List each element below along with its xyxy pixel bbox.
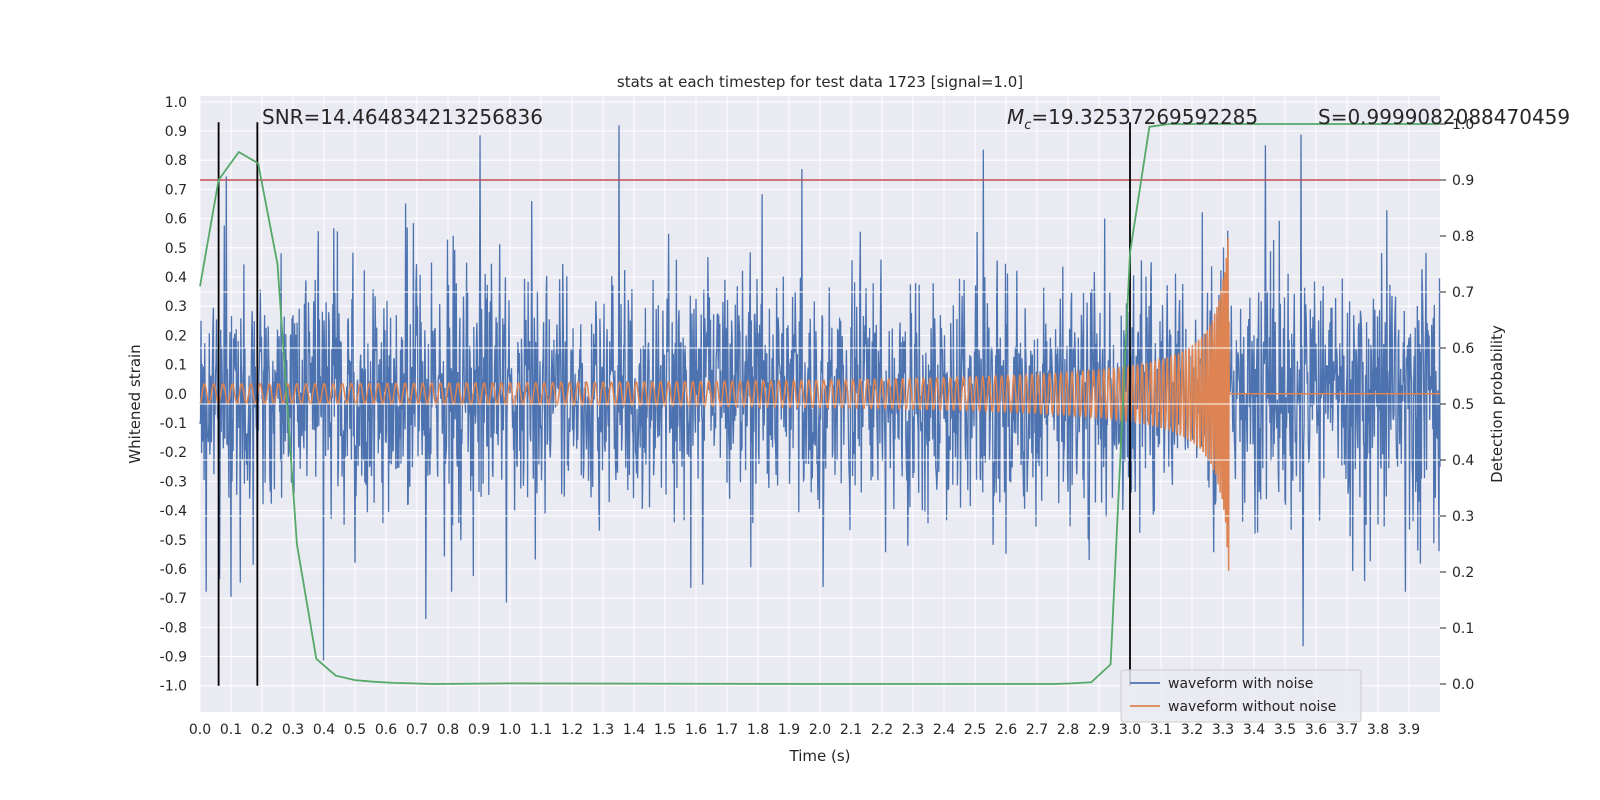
x-tick-label: 0.8: [437, 722, 459, 738]
x-tick-label: 0.6: [375, 722, 397, 738]
y-tick-label-left: 0.9: [165, 124, 187, 140]
y-tick-label-left: -0.5: [160, 533, 187, 549]
y-tick-label-right: 0.3: [1452, 509, 1474, 525]
x-tick-label: 2.3: [902, 722, 924, 738]
series-line-waveform-without-noise: [199, 237, 1440, 571]
x-axis-label: Time (s): [789, 747, 851, 765]
y-tick-label-left: -0.1: [160, 416, 187, 432]
y-tick-label-right: 1.0: [1452, 117, 1474, 133]
y-tick-label-left: 0.5: [165, 241, 187, 257]
y-tick-label-left: -0.3: [160, 474, 187, 490]
x-tick-label: 1.7: [716, 722, 738, 738]
x-tick-label: 0.9: [468, 722, 490, 738]
x-tick-label: 0.3: [282, 722, 304, 738]
x-tick-label: 0.7: [406, 722, 428, 738]
axis-ticks: 0.0 0.1 0.2 0.3 0.4 0.5 0.6 0.7 0.8 0.9 1.0 1.1 1.2 1…: [160, 95, 1475, 738]
y-tick-label-left: 0.6: [165, 212, 187, 228]
y-tick-label-right: 0.5: [1452, 397, 1474, 413]
y-tick-label-right: 0.7: [1452, 285, 1474, 301]
series-line-detection-probability: [199, 123, 1440, 685]
x-tick-label: 2.9: [1088, 722, 1110, 738]
x-tick-label: 3.6: [1305, 722, 1327, 738]
y-tick-label-left: 0.0: [165, 387, 187, 403]
chart-title: stats at each timestep for test data 172…: [617, 73, 1023, 91]
y-tick-label-left: -0.9: [160, 650, 187, 666]
y-tick-label-left: -1.0: [160, 679, 187, 695]
y-tick-label-right: 0.1: [1452, 621, 1474, 637]
x-tick-label: 0.5: [344, 722, 366, 738]
score-annotation: S=0.9999082088470459: [1318, 105, 1570, 129]
x-tick-label: 1.0: [499, 722, 521, 738]
y-axis-label-right: Detection probability: [1488, 325, 1506, 483]
y-tick-label-left: 0.3: [165, 299, 187, 315]
y-tick-label-right: 0.9: [1452, 173, 1474, 189]
legend-label-clean: waveform without noise: [1168, 699, 1336, 715]
x-tick-label: 1.3: [592, 722, 614, 738]
x-tick-label: 2.1: [840, 722, 862, 738]
y-tick-label-left: 0.2: [165, 328, 187, 344]
x-tick-label: 2.5: [964, 722, 986, 738]
y-tick-label-left: -0.4: [160, 504, 187, 520]
x-tick-label: 2.7: [1026, 722, 1048, 738]
x-tick-label: 2.6: [995, 722, 1017, 738]
y-tick-label-right: 0.4: [1452, 453, 1474, 469]
y-tick-label-left: -0.8: [160, 620, 187, 636]
y-tick-label-left: 1.0: [165, 95, 187, 111]
x-tick-label: 3.0: [1119, 722, 1141, 738]
x-tick-label: 3.1: [1150, 722, 1172, 738]
x-tick-label: 3.9: [1398, 722, 1420, 738]
snr-annotation: SNR=14.464834213256836: [262, 105, 543, 129]
series-waveform-without-noise: [199, 237, 1440, 571]
chirp-mass-value: =19.32537269592285: [1031, 105, 1258, 129]
series-line-waveform-with-noise: [199, 125, 1441, 661]
x-tick-label: 0.2: [251, 722, 273, 738]
x-tick-label: 3.7: [1336, 722, 1358, 738]
x-tick-label: 3.2: [1181, 722, 1203, 738]
y-tick-label-right: 0.0: [1452, 677, 1474, 693]
series-waveform-with-noise: [199, 125, 1441, 661]
y-tick-label-left: -0.6: [160, 562, 187, 578]
x-tick-label: 1.8: [747, 722, 769, 738]
y-tick-label-left: -0.2: [160, 445, 187, 461]
y-axis-label-left: Whitened strain: [126, 344, 144, 463]
x-tick-label: 1.9: [778, 722, 800, 738]
x-tick-label: 3.5: [1274, 722, 1296, 738]
x-tick-label: 0.1: [220, 722, 242, 738]
y-tick-label-left: 0.4: [165, 270, 187, 286]
y-tick-label-left: 0.1: [165, 358, 187, 374]
y-tick-label-right: 0.8: [1452, 229, 1474, 245]
x-tick-label: 2.0: [809, 722, 831, 738]
x-tick-label: 0.0: [189, 722, 211, 738]
legend: waveform with noise waveform without noi…: [1120, 669, 1362, 723]
y-tick-label-right: 0.2: [1452, 565, 1474, 581]
x-tick-label: 3.3: [1212, 722, 1234, 738]
x-tick-label: 2.4: [933, 722, 955, 738]
x-tick-label: 1.1: [530, 722, 552, 738]
chirp-mass-annotation: Mc=19.32537269592285: [1007, 105, 1258, 133]
x-tick-label: 1.4: [623, 722, 645, 738]
legend-label-noise: waveform with noise: [1168, 676, 1313, 692]
y-tick-label-left: 0.8: [165, 153, 187, 169]
overlays: [199, 122, 1440, 686]
y-tick-label-left: -0.7: [160, 591, 187, 607]
x-tick-label: 2.2: [871, 722, 893, 738]
legend-box: [1120, 669, 1362, 723]
x-tick-label: 1.5: [654, 722, 676, 738]
y-tick-label-left: 0.7: [165, 182, 187, 198]
x-tick-label: 3.8: [1367, 722, 1389, 738]
x-tick-label: 1.6: [685, 722, 707, 738]
chirp-mass-subscript: c: [1024, 118, 1031, 133]
x-tick-label: 0.4: [313, 722, 335, 738]
x-tick-label: 3.4: [1243, 722, 1265, 738]
x-tick-label: 1.2: [561, 722, 583, 738]
y-tick-label-right: 0.6: [1452, 341, 1474, 357]
chirp-mass-symbol: M: [1007, 105, 1024, 129]
x-tick-label: 2.8: [1057, 722, 1079, 738]
